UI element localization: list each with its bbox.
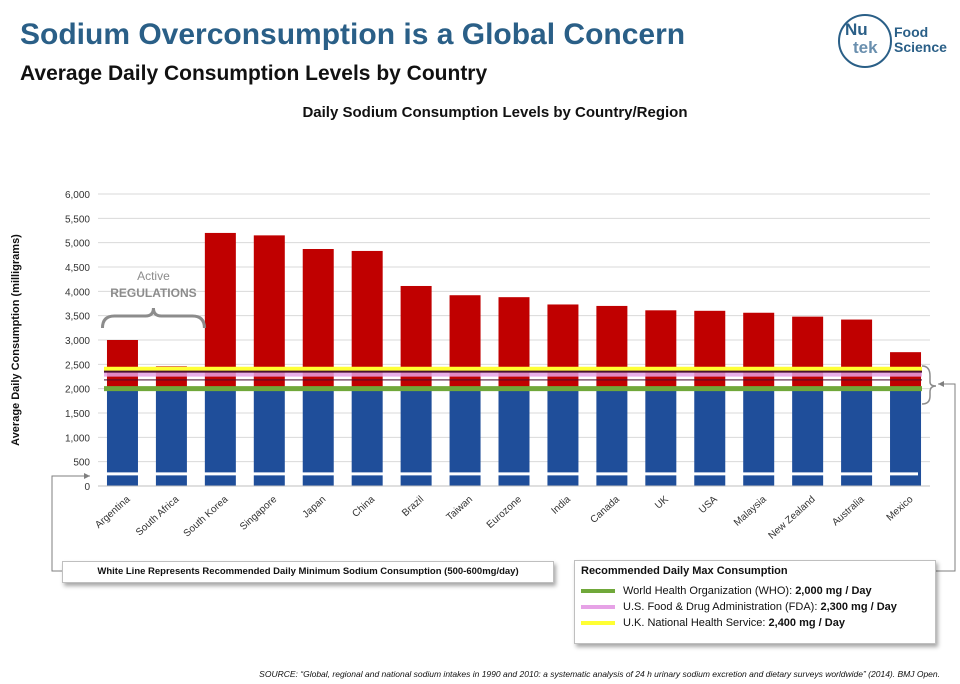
legend-label-fda: U.S. Food & Drug Administration (FDA):: [623, 601, 821, 613]
x-tick-label: Argentina: [93, 494, 132, 531]
x-tick-label: Japan: [301, 494, 329, 520]
annotation-regulations: REGULATIONS: [110, 286, 196, 300]
logo-nu-text: Nu: [845, 20, 868, 39]
x-tick-label: Malaysia: [732, 494, 769, 529]
bar-upper-segment: [106, 340, 138, 389]
logo-tek-text: tek: [853, 38, 878, 57]
x-tick-label: New Zealand: [767, 494, 818, 542]
bar-upper-segment: [841, 319, 873, 389]
x-tick-label: Australia: [830, 494, 867, 529]
bar-lower-segment: [596, 388, 628, 486]
bar-upper-segment: [302, 248, 334, 389]
bar-lower-segment: [400, 388, 432, 486]
y-tick-label: 2,500: [65, 360, 90, 371]
legend: Recommended Daily Max Consumption World …: [574, 560, 936, 644]
legend-value-nhs: 2,400 mg / Day: [768, 617, 845, 629]
x-tick-label: Taiwan: [445, 494, 476, 523]
source-citation: SOURCE: “Global, regional and national s…: [259, 669, 940, 679]
x-tick-label: Singapore: [238, 494, 280, 533]
y-tick-label: 2,000: [65, 385, 90, 396]
x-tick-label: India: [549, 494, 573, 517]
legend-swatch-nhs: [581, 621, 615, 626]
bar-lower-segment: [204, 388, 236, 486]
bar-lower-segment: [155, 388, 187, 486]
legend-value-who: 2,000 mg / Day: [795, 585, 872, 597]
y-tick-label: 0: [84, 482, 90, 493]
bar-lower-segment: [792, 388, 824, 486]
nutek-logo: Nu tek Food Science: [838, 14, 958, 70]
legend-item-nhs: U.K. National Health Service: 2,400 mg /…: [581, 617, 845, 631]
legend-item-who: World Health Organization (WHO): 2,000 m…: [581, 585, 872, 599]
bar-upper-segment: [645, 310, 677, 389]
bar-upper-segment: [743, 312, 775, 389]
page-subtitle: Average Daily Consumption Levels by Coun…: [20, 62, 488, 85]
bar-lower-segment: [890, 388, 922, 486]
legend-title: Recommended Daily Max Consumption: [581, 565, 788, 577]
y-tick-label: 1,000: [65, 433, 90, 444]
min-line-note: White Line Represents Recommended Daily …: [62, 561, 554, 583]
note-connector: [51, 475, 90, 572]
annotation-brace: [100, 307, 206, 329]
x-tick-label: Eurozone: [485, 494, 524, 531]
x-tick-label: UK: [653, 494, 671, 512]
legend-label-nhs: U.K. National Health Service:: [623, 617, 769, 629]
annotation-active: Active: [137, 269, 170, 283]
x-tick-label: South Africa: [134, 494, 182, 539]
bar-upper-segment: [204, 232, 236, 389]
bar-lower-segment: [645, 388, 677, 486]
bar-upper-segment: [351, 250, 383, 389]
x-tick-label: USA: [697, 494, 720, 516]
legend-label-who: World Health Organization (WHO):: [623, 585, 796, 597]
bar-lower-segment: [351, 388, 383, 486]
legend-value-fda: 2,300 mg / Day: [820, 601, 897, 613]
bar-lower-segment: [302, 388, 334, 486]
legend-connector-arrow: [938, 381, 944, 387]
chart-title: Daily Sodium Consumption Levels by Count…: [302, 104, 688, 121]
logo-science-word: Science: [894, 39, 947, 55]
bar-lower-segment: [547, 388, 579, 486]
logo-food-word: Food: [894, 24, 929, 40]
bar-lower-segment: [694, 388, 726, 486]
bar-lower-segment: [253, 388, 285, 486]
bar-lower-segment: [841, 388, 873, 486]
y-tick-label: 500: [73, 458, 90, 469]
y-tick-label: 5,500: [65, 214, 90, 225]
x-tick-label: South Korea: [182, 494, 231, 540]
logo-circle: [838, 14, 892, 68]
y-tick-label: 3,500: [65, 312, 90, 323]
bar-lower-segment: [449, 388, 481, 486]
y-tick-label: 6,000: [65, 190, 90, 201]
y-tick-label: 5,000: [65, 239, 90, 250]
legend-connector: [936, 383, 956, 572]
bar-lower-segment: [743, 388, 775, 486]
legend-item-fda: U.S. Food & Drug Administration (FDA): 2…: [581, 601, 897, 615]
legend-swatch-who: [581, 589, 615, 594]
x-tick-label: Mexico: [885, 494, 916, 524]
page-title: Sodium Overconsumption is a Global Conce…: [20, 18, 686, 51]
y-tick-label: 4,500: [65, 263, 90, 274]
bar-upper-segment: [694, 310, 726, 389]
logo-food-science-text: Food Science: [894, 25, 947, 55]
y-tick-label: 1,500: [65, 409, 90, 420]
bar-upper-segment: [253, 235, 285, 389]
bar-upper-segment: [792, 316, 824, 389]
reference-brace: [921, 365, 937, 405]
note-connector-arrow: [84, 473, 90, 479]
legend-swatch-fda: [581, 605, 615, 610]
y-tick-label: 4,000: [65, 287, 90, 298]
bar-lower-segment: [106, 388, 138, 486]
y-tick-label: 3,000: [65, 336, 90, 347]
x-tick-label: Brazil: [400, 494, 426, 519]
x-tick-label: China: [350, 494, 377, 520]
bar-lower-segment: [498, 388, 530, 486]
x-tick-label: Canada: [588, 494, 622, 526]
y-axis-label: Average Daily Consumption (milligrams): [10, 234, 22, 446]
